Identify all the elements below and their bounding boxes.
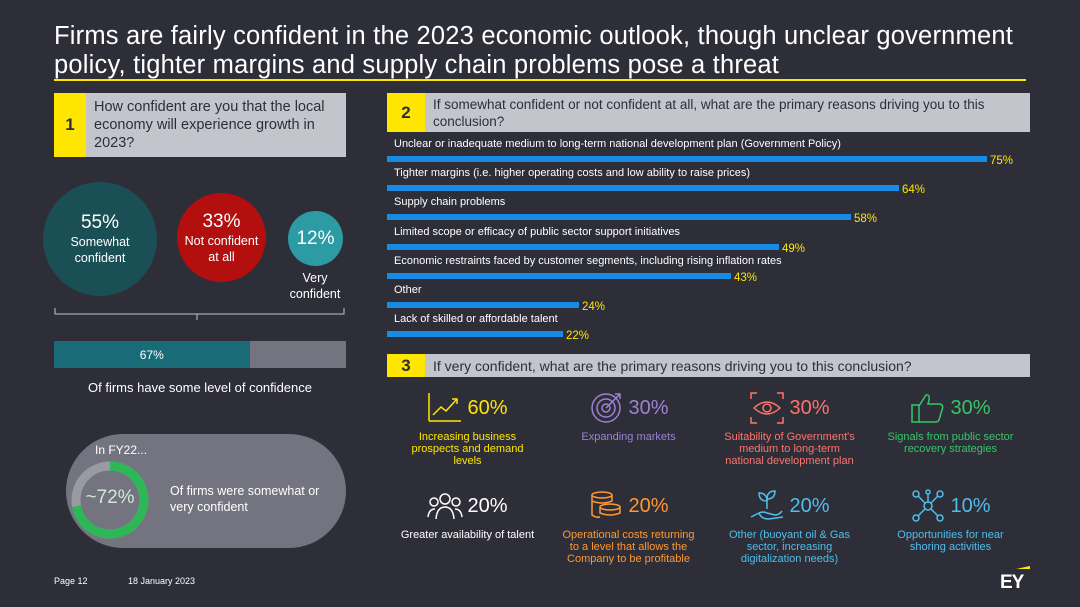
reason-tile: 10% Opportunities for near shoring activi…: [870, 488, 1031, 553]
bar-value: 64%: [902, 184, 926, 197]
ey-logo: EY: [996, 566, 1032, 596]
tile-description: Greater availability of talent: [400, 529, 535, 541]
bar: [387, 331, 563, 338]
bar: [387, 156, 987, 162]
bar-label: Economic restraints faced by customer se…: [394, 254, 782, 267]
circle-not-confident: 33% Not confident at all: [177, 193, 266, 282]
very-confident-label: Very confident: [289, 271, 341, 301]
thumbs-up-icon: [911, 394, 944, 423]
bar-value: 58%: [854, 213, 878, 226]
coins-icon: [591, 491, 622, 518]
circle-somewhat-confident: 55% Somewhat confident: [43, 182, 157, 296]
reason-tile: 20% Operational costs returning to a leve…: [548, 488, 709, 565]
q3-number: 3: [387, 354, 425, 377]
grouping-bracket: [54, 308, 345, 320]
fy22-label: In FY22...: [95, 443, 148, 457]
bar-value: 49%: [782, 242, 806, 255]
growth-chart-icon: [428, 393, 462, 422]
bar-label: Tighter margins (i.e. higher operating c…: [394, 167, 751, 180]
bar: [387, 185, 899, 192]
bar-label: Other: [394, 284, 422, 296]
bar-value: 22%: [566, 330, 590, 343]
tile-description: Opportunities for near shoring activitie…: [897, 529, 1004, 553]
people-icon: [427, 493, 464, 520]
circle-pct: 12%: [296, 227, 335, 249]
q3-tiles: 60% Increasing business prospects and dem…: [387, 390, 1030, 580]
bar-label: Limited scope or efficacy of public sect…: [394, 225, 680, 238]
q2-bar-chart: Unclear or inadequate medium to long-ter…: [387, 138, 1027, 344]
q2-number: 2: [387, 93, 425, 132]
tile-description: Suitability of Government's medium to lo…: [724, 431, 855, 467]
bar: [387, 214, 851, 221]
reason-tile: 20% Other (buoyant oil & Gas sector, incr…: [709, 488, 870, 565]
hand-plant-icon: [751, 490, 784, 520]
bar-label: Unclear or inadequate medium to long-ter…: [394, 138, 841, 150]
title-underline: [54, 79, 1026, 81]
bar: [387, 302, 579, 308]
tile-percentage: 20%: [467, 495, 508, 517]
network-icon: [912, 489, 945, 522]
ey-logo-text: EY: [1000, 572, 1024, 593]
bar-label: Lack of skilled or affordable talent: [394, 313, 558, 326]
tile-description: Operational costs returning to a level t…: [562, 529, 695, 565]
q1-question: How confident are you that the local eco…: [94, 99, 325, 151]
fy22-ring: [71, 461, 149, 539]
page-number: Page 12: [54, 576, 88, 586]
page-title: Firms are fairly confident in the 2023 e…: [54, 22, 1014, 79]
bar-label: Supply chain problems: [394, 196, 506, 209]
circle-label: Somewhat confident: [70, 235, 130, 265]
circle-pct: 33%: [202, 210, 241, 232]
circle-pct: 55%: [80, 212, 120, 233]
q3-header: 3 If very confident, what are the primar…: [387, 354, 1030, 377]
tile-percentage: 60%: [467, 397, 508, 419]
confidence-bar-fill: 67%: [54, 341, 250, 368]
q2-question: If somewhat confident or not confident a…: [433, 96, 985, 129]
fy22-caption: Of firms were somewhat or very confident: [170, 484, 320, 514]
tile-description: Signals from public sector recovery stra…: [887, 431, 1014, 455]
circle-label: Not confident at all: [184, 233, 259, 264]
reason-tile: 30% Signals from public sector recovery s…: [870, 390, 1031, 455]
bar-value: 75%: [990, 155, 1014, 167]
reason-tile: 60% Increasing business prospects and dem…: [387, 390, 548, 467]
tile-percentage: 30%: [789, 397, 830, 419]
tile-percentage: 30%: [628, 397, 669, 419]
fy22-panel: In FY22... ~72% Of firms were somewhat o…: [66, 434, 346, 548]
fy22-value: ~72%: [85, 487, 135, 508]
tile-percentage: 10%: [950, 495, 991, 517]
footer-date: 18 January 2023: [128, 576, 196, 586]
confidence-bar-track: 67%: [54, 341, 346, 368]
bar-value: 24%: [582, 301, 606, 313]
confidence-bar-value: 67%: [139, 347, 164, 362]
q3-question: If very confident, what are the primary …: [433, 357, 912, 374]
bar-value: 43%: [734, 271, 758, 284]
reason-tile: 20% Greater availability of talent: [387, 488, 548, 541]
q1-number: 1: [54, 93, 86, 157]
target-icon: [591, 393, 622, 423]
tile-description: Increasing business prospects and demand…: [411, 431, 524, 467]
bar: [387, 272, 731, 279]
tile-percentage: 20%: [628, 495, 669, 517]
q2-header: 2 If somewhat confident or not confident…: [387, 93, 1030, 132]
tile-percentage: 20%: [789, 495, 830, 517]
tile-percentage: 30%: [950, 397, 991, 419]
ey-logo-mark: [1016, 566, 1030, 569]
circle-very-confident: 12%: [288, 211, 343, 266]
eye-vision-icon: [750, 392, 785, 424]
reason-tile: 30% Suitability of Government's medium to…: [709, 390, 870, 467]
reason-tile: 30% Expanding markets: [548, 390, 709, 443]
tile-description: Expanding markets: [581, 431, 676, 443]
q1-header: 1 How confident are you that the local e…: [54, 93, 346, 157]
bar: [387, 243, 779, 250]
tile-description: Other (buoyant oil & Gas sector, increas…: [728, 529, 851, 565]
confidence-caption: Of firms have some level of confidence: [88, 380, 312, 395]
